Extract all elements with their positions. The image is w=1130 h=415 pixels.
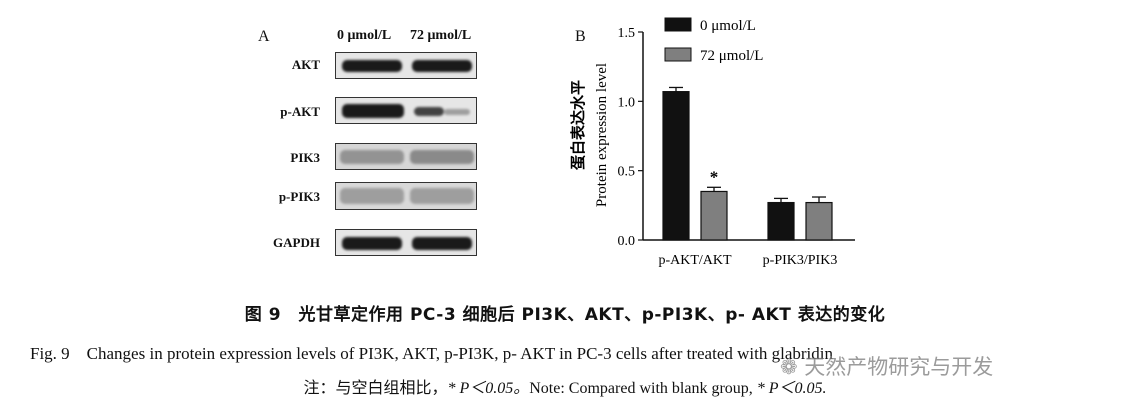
band-gapdh-treated xyxy=(412,237,472,250)
y-tick-label-1: 0.5 xyxy=(618,165,636,180)
band-p-pik3-control xyxy=(340,188,404,204)
y-axis-label-cn: 蛋白表达水平 xyxy=(569,80,587,170)
band-gapdh-control xyxy=(342,237,402,250)
chart-axes: 0.0 0.5 1.0 1.5 p-AKT/AKT p-PIK3/PIK3 xyxy=(618,26,855,268)
chart-legend: 0 μmol/L 72 μmol/L xyxy=(664,17,763,64)
bar-2-1 xyxy=(767,201,795,241)
legend-swatch-2 xyxy=(664,47,692,62)
wb-label-pik3: PIK3 xyxy=(290,150,320,165)
significance-mark-0: * xyxy=(710,167,719,186)
wb-label-akt: AKT xyxy=(291,57,320,72)
y-tick-label-0: 0.0 xyxy=(618,234,636,249)
wb-label-gapdh: GAPDH xyxy=(273,235,320,250)
watermark-text: 天然产物研究与开发 xyxy=(804,355,994,379)
band-pik3-control xyxy=(340,150,404,164)
x-tick-label-1: p-AKT/AKT xyxy=(658,253,732,268)
legend-label-1: 0 μmol/L xyxy=(700,18,756,34)
blot-akt xyxy=(335,52,477,79)
blot-p-pik3 xyxy=(335,182,477,210)
band-p-pik3-treated xyxy=(410,188,474,204)
band-p-akt-control xyxy=(342,104,404,118)
caption-en: Fig. 9 Changes in protein expression lev… xyxy=(30,344,833,363)
wb-label-p-akt: p-AKT xyxy=(280,104,320,119)
note-cn: 注：与空白组相比， xyxy=(303,378,448,397)
caption-cn: 图 9 光甘草定作用 PC-3 细胞后 PI3K、AKT、p-PI3K、p- A… xyxy=(244,305,886,325)
x-tick-label-2: p-PIK3/PIK3 xyxy=(763,253,838,268)
note-p-en: * P＜0.05. xyxy=(756,380,827,397)
y-tick-label-2: 1.0 xyxy=(618,95,636,110)
note-p-cn: * P＜0.05。 xyxy=(447,380,530,397)
bar-chart: 0.0 0.5 1.0 1.5 p-AKT/AKT p-PIK3/PIK3 * 0 μmo… xyxy=(569,17,855,268)
y-axis-label: Protein expression level xyxy=(594,63,610,207)
bar-1-2 xyxy=(700,190,728,241)
bar-2-2 xyxy=(805,201,833,241)
y-tick-label-3: 1.5 xyxy=(618,26,636,41)
chart-bars: * xyxy=(662,86,833,241)
band-akt-control xyxy=(342,60,402,72)
wb-label-p-pik3: p-PIK3 xyxy=(278,189,320,204)
panel-b-letter: B xyxy=(575,28,586,45)
blot-gapdh xyxy=(335,229,477,256)
legend-label-2: 72 μmol/L xyxy=(700,48,763,64)
wb-header-treated: 72 μmol/L xyxy=(410,28,472,43)
note-en: Note: Compared with blank group, xyxy=(529,380,757,397)
band-pik3-treated xyxy=(410,150,474,164)
legend-swatch-1 xyxy=(664,17,692,32)
blot-p-akt xyxy=(335,97,477,124)
caption-note: 注：与空白组相比，* P＜0.05。Note: Compared with bl… xyxy=(0,374,1130,398)
wb-header-control: 0 μmol/L xyxy=(337,28,392,43)
band-akt-treated xyxy=(412,60,472,72)
watermark-icon: ❁ xyxy=(780,355,798,379)
bar-1-1 xyxy=(662,91,690,241)
band-p-akt-treated-tail xyxy=(444,109,470,115)
watermark: ❁ 天然产物研究与开发 xyxy=(780,351,993,381)
blot-pik3 xyxy=(335,143,477,170)
panel-a-letter: A xyxy=(258,28,270,45)
band-p-akt-treated xyxy=(414,107,444,116)
